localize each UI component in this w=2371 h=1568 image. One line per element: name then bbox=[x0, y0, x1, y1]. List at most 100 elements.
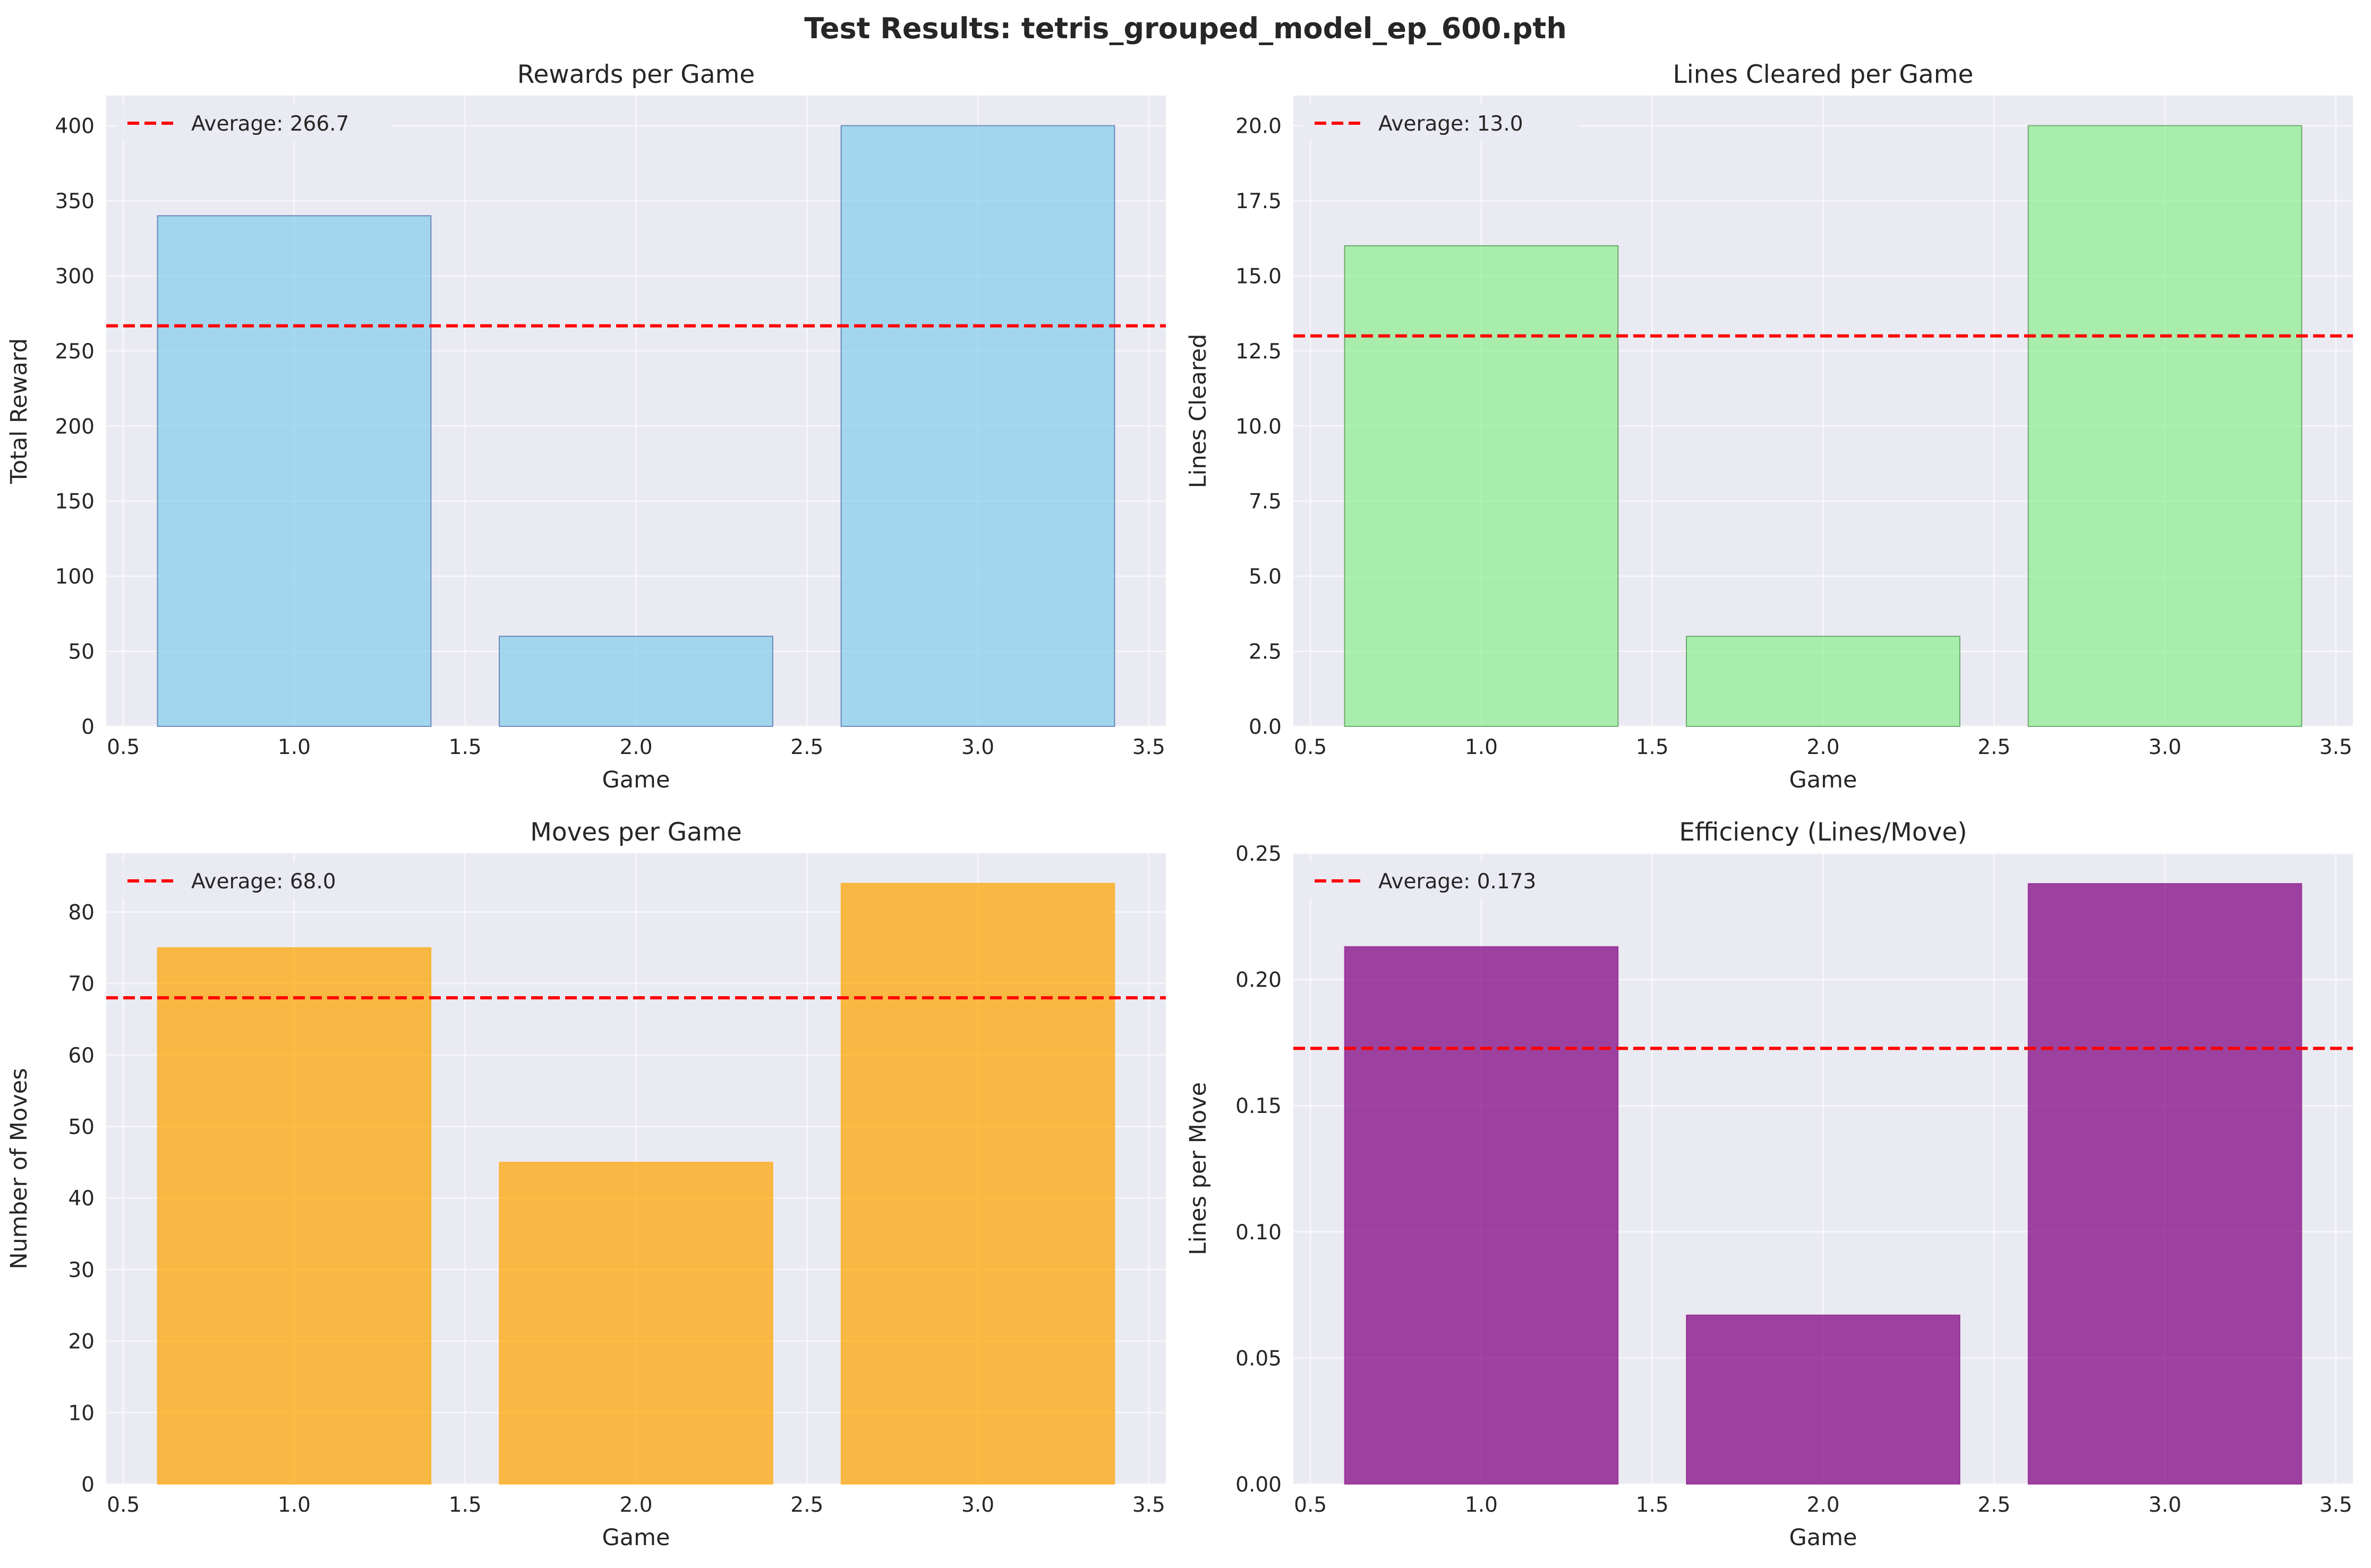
legend-label: Average: 266.7 bbox=[191, 112, 349, 136]
y-tick-label: 0.0 bbox=[1249, 715, 1282, 739]
x-tick-label: 2.5 bbox=[1977, 735, 2010, 759]
y-tick-label: 0 bbox=[81, 715, 95, 739]
x-tick-labels: 0.5 1.0 1.5 2.0 2.5 3.0 3.5 bbox=[107, 1493, 1165, 1517]
subplot-3: 0.5 1.0 1.5 2.0 2.5 3.0 3.5 0 10 20 30 40 50 60 70 80 Mo… bbox=[6, 818, 1166, 1551]
x-axis-label: Game bbox=[602, 767, 670, 793]
y-tick-label: 350 bbox=[55, 190, 95, 213]
x-tick-label: 3.5 bbox=[1132, 1493, 1165, 1517]
y-tick-label: 2.5 bbox=[1249, 640, 1282, 664]
x-tick-label: 3.0 bbox=[961, 1493, 994, 1517]
y-tick-label: 100 bbox=[55, 565, 95, 589]
bars bbox=[1344, 883, 2302, 1485]
subplot-title: Moves per Game bbox=[530, 818, 741, 847]
figure-title: Test Results: tetris_grouped_model_ep_60… bbox=[804, 12, 1567, 45]
y-tick-label: 300 bbox=[55, 264, 95, 288]
legend-label: Average: 68.0 bbox=[191, 870, 336, 894]
bars bbox=[157, 125, 1115, 727]
bar-game-2 bbox=[499, 1161, 773, 1485]
x-tick-label: 0.5 bbox=[1294, 1493, 1327, 1517]
y-tick-label: 15.0 bbox=[1235, 264, 1282, 288]
y-tick-label: 80 bbox=[68, 901, 95, 924]
y-tick-label: 20.0 bbox=[1235, 115, 1282, 139]
x-axis-label: Game bbox=[1789, 767, 1857, 793]
x-tick-label: 3.5 bbox=[2319, 735, 2352, 759]
x-tick-label: 0.5 bbox=[1294, 735, 1327, 759]
y-axis-label: Total Reward bbox=[6, 338, 32, 484]
y-tick-label: 50 bbox=[68, 1116, 95, 1139]
x-tick-label: 1.5 bbox=[1636, 735, 1669, 759]
x-tick-label: 2.5 bbox=[790, 735, 823, 759]
y-tick-labels: 0.00 0.05 0.10 0.15 0.20 0.25 bbox=[1235, 842, 1282, 1497]
y-tick-label: 0.15 bbox=[1235, 1094, 1282, 1118]
x-tick-label: 1.0 bbox=[278, 735, 311, 759]
x-tick-label: 1.0 bbox=[1465, 1493, 1498, 1517]
y-tick-label: 0.00 bbox=[1235, 1473, 1282, 1497]
y-tick-label: 0.25 bbox=[1235, 842, 1282, 866]
legend-box bbox=[116, 862, 392, 899]
legend-box bbox=[1303, 104, 1579, 141]
x-tick-label: 3.0 bbox=[961, 735, 994, 759]
x-tick-label: 1.0 bbox=[278, 1493, 311, 1517]
x-tick-label: 0.5 bbox=[107, 735, 140, 759]
x-tick-label: 0.5 bbox=[107, 1493, 140, 1517]
x-tick-label: 1.5 bbox=[449, 1493, 482, 1517]
bar-game-3 bbox=[840, 882, 1115, 1485]
y-tick-labels: 0 10 20 30 40 50 60 70 80 bbox=[68, 901, 95, 1497]
y-axis-label: Lines Cleared bbox=[1185, 334, 1212, 489]
bar-game-2 bbox=[1686, 1314, 1960, 1485]
bar-game-3 bbox=[2027, 883, 2302, 1485]
legend: Average: 68.0 bbox=[116, 862, 392, 899]
x-tick-label: 2.0 bbox=[619, 735, 652, 759]
legend-label: Average: 13.0 bbox=[1378, 112, 1523, 136]
x-tick-label: 2.0 bbox=[1806, 735, 1839, 759]
bar-game-3 bbox=[2027, 125, 2302, 727]
y-tick-label: 150 bbox=[55, 490, 95, 514]
x-tick-label: 2.5 bbox=[1977, 1493, 2010, 1517]
x-tick-labels: 0.5 1.0 1.5 2.0 2.5 3.0 3.5 bbox=[1294, 735, 2352, 759]
y-axis-label: Number of Moves bbox=[6, 1068, 32, 1269]
bar-game-3 bbox=[840, 125, 1115, 727]
x-tick-label: 3.0 bbox=[2148, 1493, 2181, 1517]
bar-game-1 bbox=[1344, 245, 1619, 727]
x-tick-label: 1.0 bbox=[1465, 735, 1498, 759]
bar-game-1 bbox=[157, 215, 432, 727]
y-tick-label: 250 bbox=[55, 340, 95, 364]
bars bbox=[1344, 125, 2302, 727]
y-tick-label: 50 bbox=[68, 640, 95, 664]
legend-label: Average: 0.173 bbox=[1378, 870, 1536, 894]
subplot-2: 0.5 1.0 1.5 2.0 2.5 3.0 3.5 0.0 2.5 5.0 7.5 10.0 12.… bbox=[1185, 60, 2353, 793]
subplot-4: 0.5 1.0 1.5 2.0 2.5 3.0 3.5 0.00 0.05 0.10 0.15 0.2… bbox=[1185, 818, 2353, 1551]
y-tick-label: 40 bbox=[68, 1187, 95, 1211]
y-tick-label: 17.5 bbox=[1235, 190, 1282, 213]
y-tick-label: 0.10 bbox=[1235, 1221, 1282, 1245]
y-tick-label: 12.5 bbox=[1235, 340, 1282, 364]
x-tick-label: 3.5 bbox=[2319, 1493, 2352, 1517]
x-tick-label: 3.5 bbox=[1132, 735, 1165, 759]
x-tick-label: 1.5 bbox=[449, 735, 482, 759]
y-tick-label: 70 bbox=[68, 972, 95, 996]
x-tick-label: 2.0 bbox=[1806, 1493, 1839, 1517]
legend: Average: 0.173 bbox=[1303, 862, 1579, 899]
y-tick-labels: 0 50 100 150 200 250 300 350 400 bbox=[55, 115, 95, 739]
legend: Average: 266.7 bbox=[116, 104, 392, 141]
subplot-title: Lines Cleared per Game bbox=[1673, 60, 1974, 89]
y-tick-label: 10 bbox=[68, 1401, 95, 1425]
bars bbox=[157, 882, 1115, 1485]
y-tick-label: 0.20 bbox=[1235, 969, 1282, 992]
bar-game-1 bbox=[1344, 946, 1619, 1485]
subplot-title: Rewards per Game bbox=[517, 60, 755, 89]
bar-game-2 bbox=[499, 636, 773, 727]
subplot-1: 0.5 1.0 1.5 2.0 2.5 3.0 3.5 0 50 100 150 200 250 300 3… bbox=[6, 60, 1166, 793]
y-tick-label: 0 bbox=[81, 1473, 95, 1497]
x-tick-labels: 0.5 1.0 1.5 2.0 2.5 3.0 3.5 bbox=[1294, 1493, 2352, 1517]
x-tick-label: 2.0 bbox=[619, 1493, 652, 1517]
bar-game-2 bbox=[1686, 636, 1960, 727]
y-tick-label: 60 bbox=[68, 1044, 95, 1068]
legend: Average: 13.0 bbox=[1303, 104, 1579, 141]
x-tick-label: 3.0 bbox=[2148, 735, 2181, 759]
subplots: 0.5 1.0 1.5 2.0 2.5 3.0 3.50501001502002503003… bbox=[6, 60, 2353, 1551]
y-tick-label: 400 bbox=[55, 115, 95, 139]
x-axis-label: Game bbox=[1789, 1524, 1857, 1551]
y-tick-labels: 0.0 2.5 5.0 7.5 10.0 12.5 15.0 17.5 20.0 bbox=[1235, 115, 1282, 739]
